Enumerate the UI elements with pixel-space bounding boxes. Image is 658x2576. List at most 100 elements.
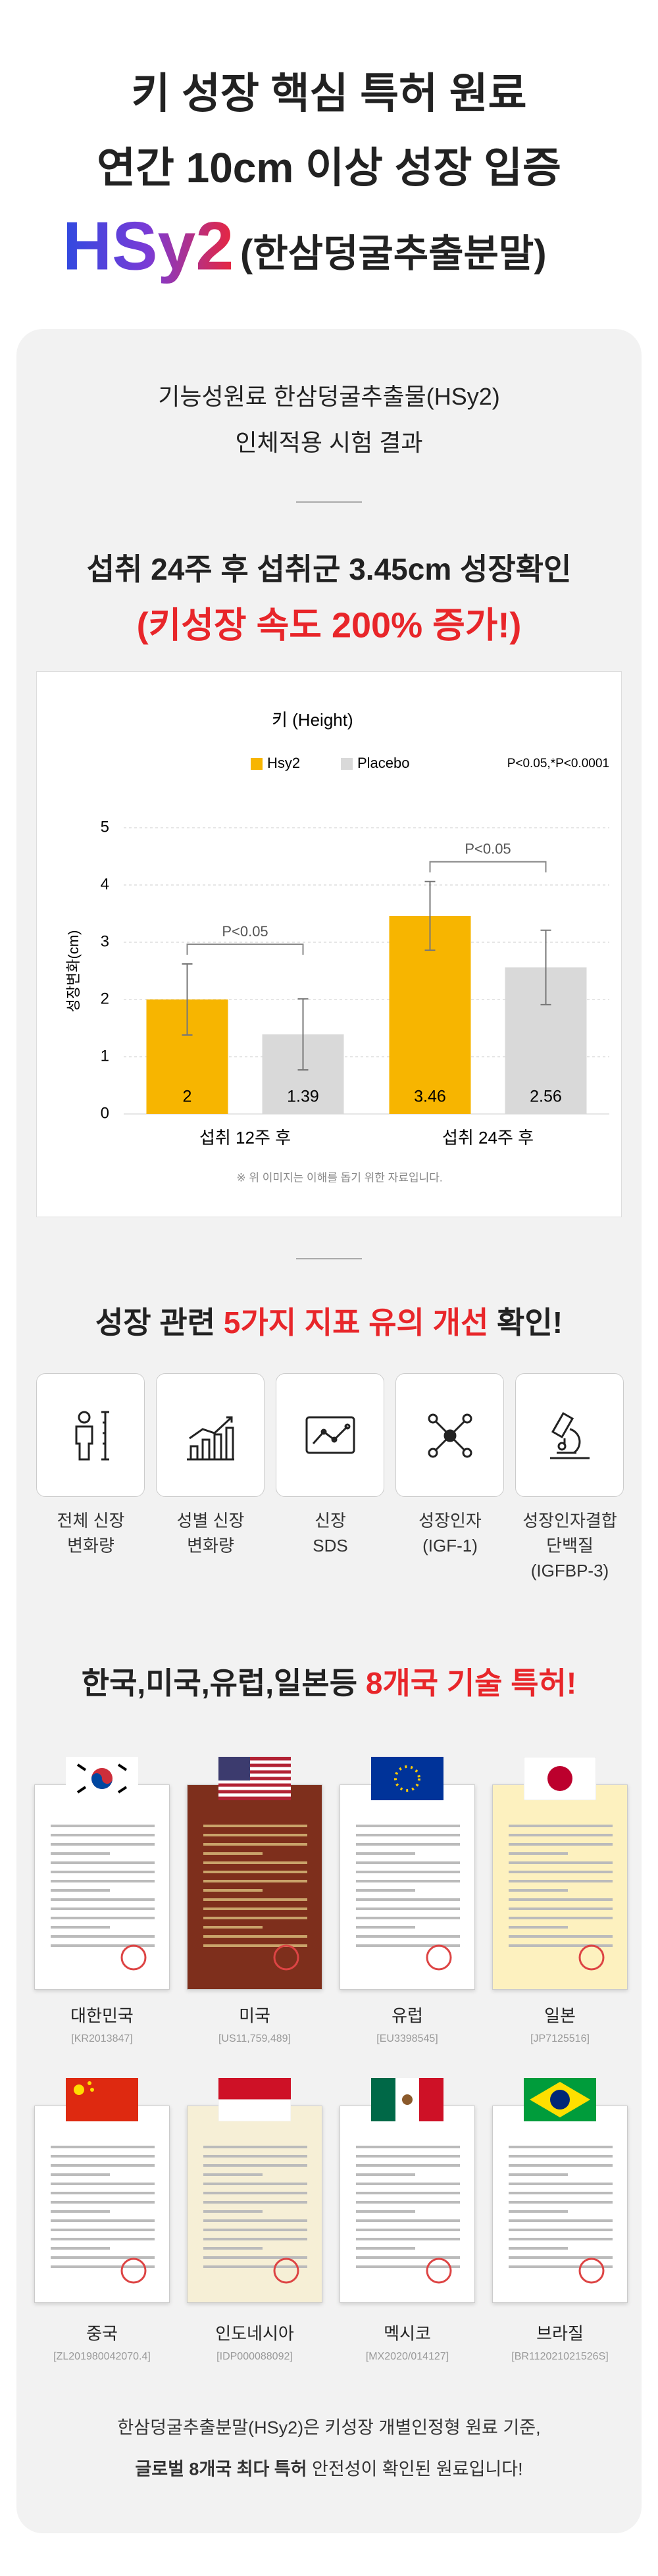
footer-line: 글로벌 8개국 최다 특허 안전성이 확인된 원료입니다! (0, 2455, 658, 2481)
patents-headline: 한국,미국,유럽,일본등 8개국 기술 특허! (0, 1659, 658, 1703)
text: 성장 관련 (95, 1305, 224, 1340)
icon-box (156, 1373, 265, 1497)
text: 단백질 (546, 1536, 594, 1555)
patent-code: [US11,759,489] (218, 2033, 291, 2044)
header-title: 키 성장 핵심 특허 원료 (131, 70, 527, 117)
text: 안전성이 확인된 원료입니다! (307, 2459, 523, 2479)
text: 성장인자결합 (522, 1511, 617, 1530)
text: (IGF-1) (422, 1536, 478, 1555)
legend-swatch (251, 758, 263, 770)
value-label: 1.39 (287, 1088, 319, 1106)
flag-art (218, 2078, 291, 2122)
patent-country: 멕시코 (384, 2323, 431, 2344)
x-tick-label: 섭취 12주 후 (199, 1128, 291, 1148)
chart-note: ※ 위 이미지는 이해를 돕기 위한 자료입니다. (236, 1171, 442, 1184)
error-bar (540, 929, 551, 1005)
text: 변화량 (67, 1536, 114, 1555)
flag (523, 1756, 597, 1801)
flag (218, 2078, 291, 2122)
y-tick-label: 3 (101, 932, 109, 950)
y-axis-label: 성장변화(cm) (65, 930, 82, 1013)
text: 신장 (315, 1511, 346, 1530)
header-title: 연간 10cm 이상 성장 입증 (97, 144, 561, 191)
patent-code: [EU3398545] (376, 2033, 438, 2044)
divider (296, 1258, 362, 1259)
text: 성장인자 (418, 1511, 482, 1530)
patent-code: [BR112021021526S] (511, 2351, 609, 2362)
flag (371, 1757, 443, 1800)
x-tick-label: 섭취 24주 후 (442, 1128, 534, 1148)
patent-country: 브라질 (536, 2323, 584, 2344)
error-bar (424, 880, 436, 951)
patent-country: 일본 (544, 2006, 576, 2026)
patent-code: [ZL201980042070.4] (53, 2351, 151, 2362)
y-tick-label: 2 (101, 990, 109, 1007)
certificate (340, 1784, 475, 1990)
patent-code: [KR2013847] (71, 2033, 133, 2044)
text: 변화량 (187, 1536, 234, 1555)
indicator-label: 성장인자 (IGF-1) (390, 1508, 510, 1558)
text: 글로벌 8개국 최다 특허 (135, 2459, 307, 2479)
logo-sub: (한삼덩굴추출분말) (240, 232, 547, 275)
patent-country: 인도네시아 (215, 2323, 294, 2344)
flag (66, 2078, 138, 2121)
annotation: P<0.05 (222, 923, 268, 940)
flag-art (218, 1757, 291, 1800)
value-label: 3.46 (414, 1088, 446, 1106)
flag (524, 2078, 596, 2121)
study-headline: 섭취 24주 후 섭취군 3.45cm 성장확인 (86, 552, 572, 586)
text: 한국,미국,유럽,일본등 (81, 1666, 366, 1700)
y-tick-label: 5 (101, 818, 109, 836)
footer-line: 한삼덩굴추출분말(HSy2)은 키성장 개별인정형 원료 기준, (117, 2417, 541, 2438)
certificate-art (509, 2146, 613, 2284)
patent-country: 유럽 (392, 2006, 423, 2026)
flag-art (66, 1757, 138, 1800)
certificate (492, 1784, 628, 1990)
error-bar (182, 963, 193, 1036)
study-highlight: (키성장 속도 200% 증가!) (136, 605, 522, 645)
certificate-art (356, 2146, 460, 2284)
flag-art (371, 1757, 443, 1800)
chart: 키 (Height) P<0.05,*P<0.0001 성장변화(cm) ※ 위… (36, 671, 622, 1217)
text: 전체 신장 (57, 1511, 125, 1530)
icon-box (515, 1373, 624, 1497)
patent-country: 미국 (239, 2006, 270, 2026)
certificate-art (203, 1825, 307, 1971)
study-line: 기능성원료 한삼덩굴추출물(HSy2) (158, 383, 500, 410)
text: SDS (313, 1536, 348, 1555)
certificate (34, 2106, 170, 2303)
indicators-headline: 성장 관련 5가지 지표 유의 개선 확인! (0, 1299, 658, 1342)
flag-art (524, 2078, 596, 2121)
icon-box (276, 1373, 384, 1497)
patent-code: [IDP000088092] (216, 2351, 293, 2362)
certificate-art (203, 2146, 307, 2284)
logo: HSy2 (63, 208, 234, 285)
certificate (492, 2106, 628, 2303)
certificate (34, 1784, 170, 1990)
value-label: 2.56 (530, 1088, 562, 1106)
error-bar (297, 998, 309, 1071)
legend-label: Hsy2 (267, 755, 300, 771)
icon-box (36, 1373, 145, 1497)
legend-swatch (341, 758, 353, 770)
text: 성별 신장 (176, 1511, 245, 1530)
flag-art (371, 2078, 443, 2121)
text: 확인! (488, 1305, 563, 1340)
divider (296, 501, 362, 503)
certificate-art (51, 2146, 155, 2284)
significance-note: P<0.05,*P<0.0001 (507, 757, 609, 770)
flag (371, 2078, 443, 2121)
certificate (187, 2106, 322, 2303)
certificate (340, 2106, 475, 2303)
significance-bracket (429, 861, 547, 872)
certificate (187, 1784, 322, 1990)
chart-title: 키 (Height) (272, 710, 353, 730)
value-label: 2 (183, 1088, 192, 1106)
text: (IGFBP-3) (530, 1561, 609, 1580)
y-tick-label: 4 (101, 875, 109, 893)
patent-code: [JP7125516] (530, 2033, 590, 2044)
flag (66, 1757, 138, 1800)
